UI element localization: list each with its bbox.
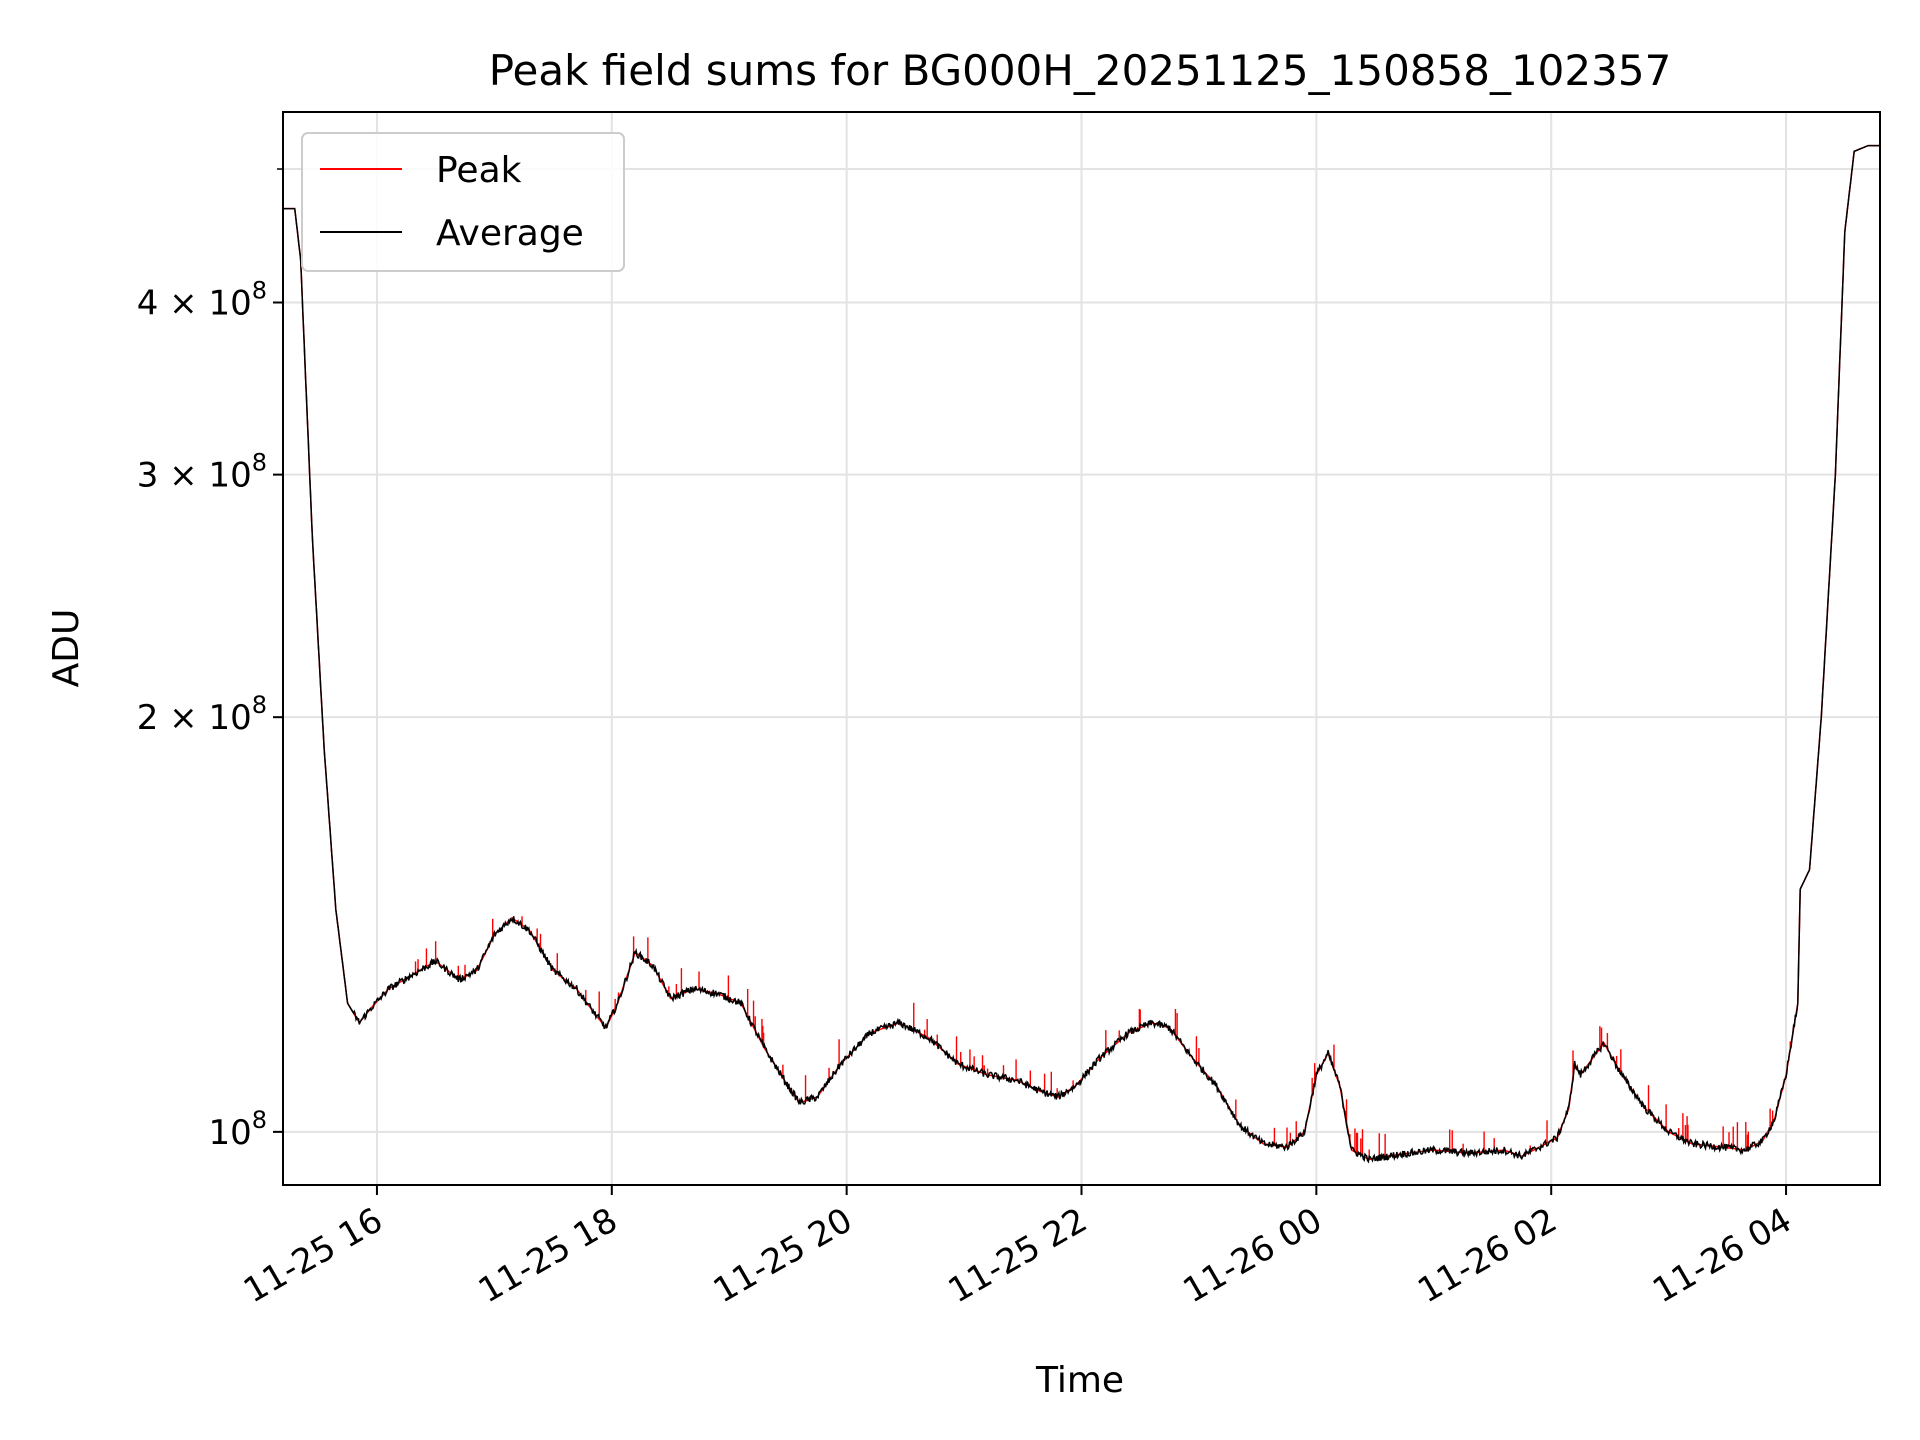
y-axis-label: ADU: [46, 609, 87, 688]
x-axis-label: Time: [1035, 1360, 1124, 1401]
series-layer: [283, 144, 1880, 1164]
legend-average-label: Average: [436, 213, 584, 254]
legend-box: [301, 132, 625, 272]
y-tick-label: 4 × 108: [137, 277, 267, 324]
y-tick-label: 2 × 108: [137, 691, 267, 738]
chart-title: Peak field sums for BG000H_20251125_1508…: [489, 46, 1672, 95]
y-tick-label: 3 × 108: [137, 449, 267, 496]
legend: Peak Average: [301, 132, 625, 272]
legend-peak-label: Peak: [436, 150, 522, 191]
y-tick-label: 108: [208, 1106, 267, 1153]
average-series-line: [283, 144, 1880, 1164]
